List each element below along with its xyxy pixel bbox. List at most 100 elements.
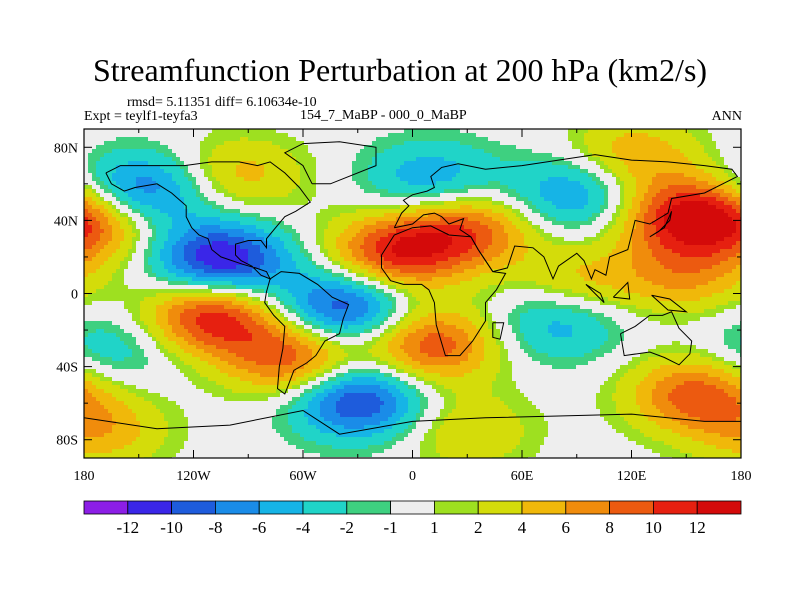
field-cell <box>96 253 101 258</box>
field-cell <box>124 261 129 266</box>
field-cell <box>136 153 141 158</box>
field-cell <box>232 217 237 222</box>
field-cell <box>296 245 301 250</box>
field-cell <box>216 165 221 170</box>
field-cell <box>168 157 173 162</box>
field-cell <box>104 361 109 366</box>
field-cell <box>96 141 101 146</box>
field-cell <box>208 217 213 222</box>
field-cell <box>152 453 157 458</box>
field-cell <box>304 257 309 262</box>
field-cell <box>124 221 129 226</box>
field-cell <box>180 357 185 362</box>
field-cell <box>276 389 281 394</box>
field-cell <box>140 369 145 374</box>
field-cell <box>292 321 297 326</box>
field-cell <box>112 145 117 150</box>
field-cell <box>188 337 193 342</box>
field-cell <box>172 401 177 406</box>
field-cell <box>268 141 273 146</box>
field-cell <box>212 237 217 242</box>
field-cell <box>112 177 117 182</box>
field-cell <box>220 225 225 230</box>
field-cell <box>112 249 117 254</box>
field-cell <box>212 329 217 334</box>
field-cell <box>320 157 325 162</box>
field-cell <box>180 197 185 202</box>
field-cell <box>192 273 197 278</box>
field-cell <box>316 157 321 162</box>
field-cell <box>272 265 277 270</box>
field-cell <box>124 245 129 250</box>
field-cell <box>204 165 209 170</box>
field-cell <box>224 249 229 254</box>
field-cell <box>92 257 97 262</box>
field-cell <box>208 345 213 350</box>
field-cell <box>160 417 165 422</box>
field-cell <box>200 305 205 310</box>
field-cell <box>196 297 201 302</box>
field-cell <box>140 201 145 206</box>
field-cell <box>172 325 177 330</box>
field-cell <box>224 373 229 378</box>
field-cell <box>284 421 289 426</box>
field-cell <box>208 285 213 290</box>
field-cell <box>88 177 93 182</box>
field-cell <box>96 305 101 310</box>
field-cell <box>108 137 113 142</box>
field-cell <box>184 161 189 166</box>
field-cell <box>256 365 261 370</box>
field-cell <box>312 149 317 154</box>
field-cell <box>168 341 173 346</box>
field-cell <box>264 177 269 182</box>
field-cell <box>252 285 257 290</box>
field-cell <box>120 365 125 370</box>
field-cell <box>188 437 193 442</box>
field-cell <box>264 229 269 234</box>
field-cell <box>192 365 197 370</box>
field-cell <box>120 301 125 306</box>
field-cell <box>296 285 301 290</box>
field-cell <box>108 397 113 402</box>
field-cell <box>172 233 177 238</box>
field-cell <box>92 349 97 354</box>
field-cell <box>268 269 273 274</box>
field-cell <box>284 269 289 274</box>
field-cell <box>92 421 97 426</box>
field-cell <box>124 141 129 146</box>
field-cell <box>180 397 185 402</box>
field-cell <box>108 321 113 326</box>
field-cell <box>96 229 101 234</box>
field-cell <box>264 321 269 326</box>
field-cell <box>248 421 253 426</box>
field-cell <box>288 445 293 450</box>
field-cell <box>176 193 181 198</box>
field-cell <box>140 413 145 418</box>
field-cell <box>316 341 321 346</box>
field-cell <box>296 441 301 446</box>
field-cell <box>192 301 197 306</box>
field-cell <box>156 361 161 366</box>
field-cell <box>256 149 261 154</box>
field-cell <box>280 189 285 194</box>
field-cell <box>180 325 185 330</box>
field-cell <box>132 133 137 138</box>
field-cell <box>168 413 173 418</box>
field-cell <box>160 369 165 374</box>
field-cell <box>200 193 205 198</box>
field-cell <box>264 277 269 282</box>
field-cell <box>260 321 265 326</box>
field-cell <box>212 437 217 442</box>
field-cell <box>100 229 105 234</box>
field-cell <box>132 245 137 250</box>
field-cell <box>260 445 265 450</box>
field-cell <box>120 197 125 202</box>
field-cell <box>176 177 181 182</box>
field-cell <box>144 369 149 374</box>
field-cell <box>140 437 145 442</box>
field-cell <box>220 325 225 330</box>
field-cell <box>200 149 205 154</box>
field-cell <box>200 253 205 258</box>
field-cell <box>88 429 93 434</box>
field-cell <box>204 209 209 214</box>
